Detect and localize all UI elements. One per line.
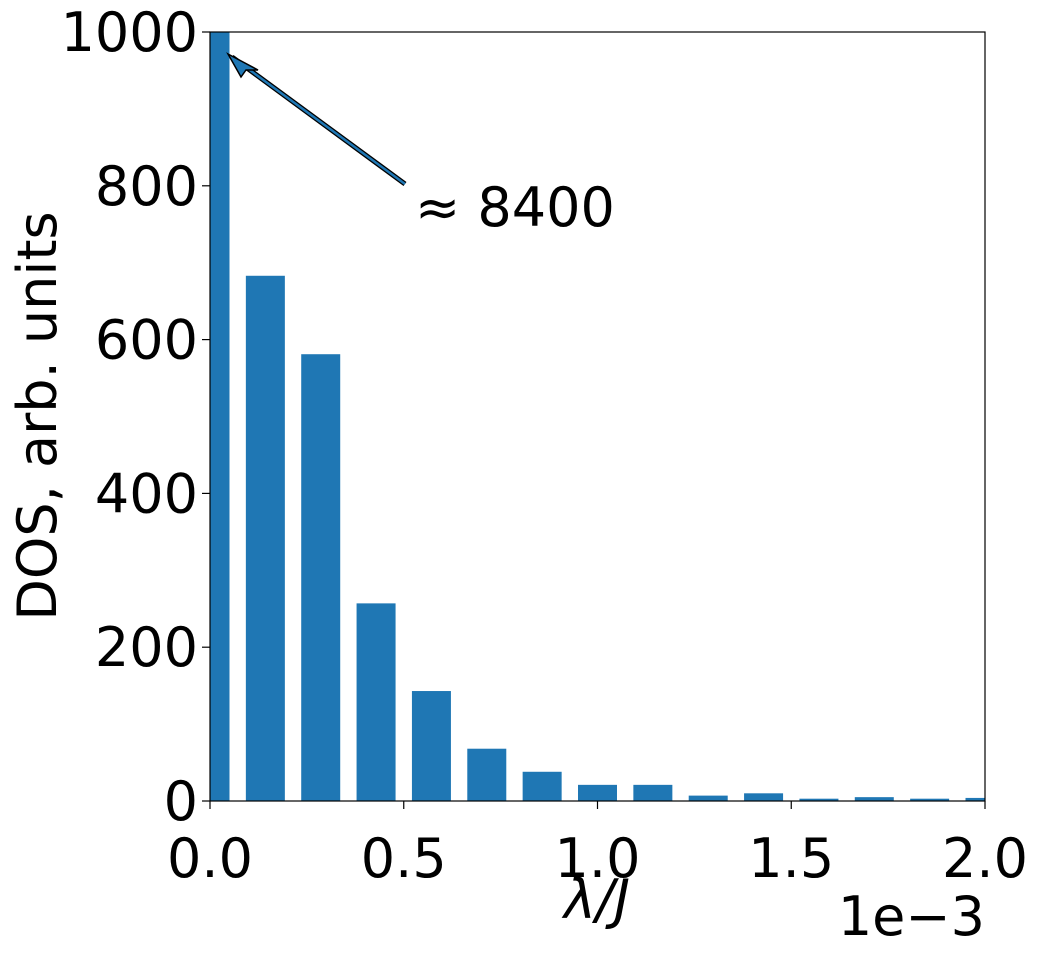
bar [522,771,562,801]
bar [245,275,285,801]
annotation-arrow-fill [231,55,406,186]
y-tick-label: 200 [95,616,198,679]
bar [210,32,230,801]
x-tick-label: 1.0 [555,827,641,890]
bar [688,795,728,801]
x-tick-label: 0.0 [167,827,253,890]
bar [799,798,839,801]
annotation: ≈ 8400 [415,176,615,239]
y-tick-label: 800 [95,155,198,218]
bar [633,784,673,801]
y-tick-label: 400 [95,462,198,525]
bar [301,354,341,801]
x-offset-label: 1e−3 [838,885,985,948]
bar [854,797,894,801]
y-tick-label: 600 [95,309,198,372]
x-tick-label: 2.0 [942,827,1028,890]
bar [356,603,396,801]
bars [210,32,985,801]
bar [965,797,985,801]
bar [910,798,950,801]
x-tick-label: 0.5 [361,827,447,890]
y-tick-label: 1000 [61,1,198,64]
x-tick-label: 1.5 [748,827,834,890]
bar [744,793,784,801]
x-axis-label: λ/J [561,868,630,931]
y-axis-label: DOS, arb. units [6,211,69,620]
bar [411,691,451,801]
bar [578,784,617,801]
y-tick-label: 0 [164,770,198,833]
annotation-arrowhead [226,52,259,79]
bar [467,748,507,801]
